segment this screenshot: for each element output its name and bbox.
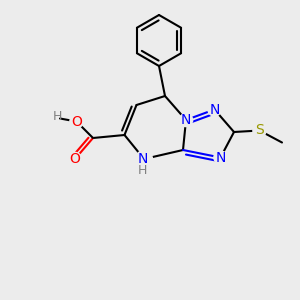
- Text: N: N: [181, 113, 191, 127]
- Text: N: N: [215, 151, 226, 164]
- Text: O: O: [70, 152, 80, 166]
- Text: N: N: [209, 103, 220, 116]
- Circle shape: [68, 152, 82, 166]
- Circle shape: [179, 113, 193, 127]
- Circle shape: [70, 115, 83, 128]
- Text: O: O: [71, 115, 82, 128]
- Circle shape: [214, 151, 227, 164]
- Circle shape: [208, 103, 221, 116]
- Circle shape: [136, 151, 152, 167]
- Text: H: H: [52, 110, 62, 124]
- Text: H: H: [138, 164, 147, 177]
- Circle shape: [253, 124, 266, 137]
- Text: N: N: [137, 152, 148, 166]
- Text: S: S: [255, 124, 264, 137]
